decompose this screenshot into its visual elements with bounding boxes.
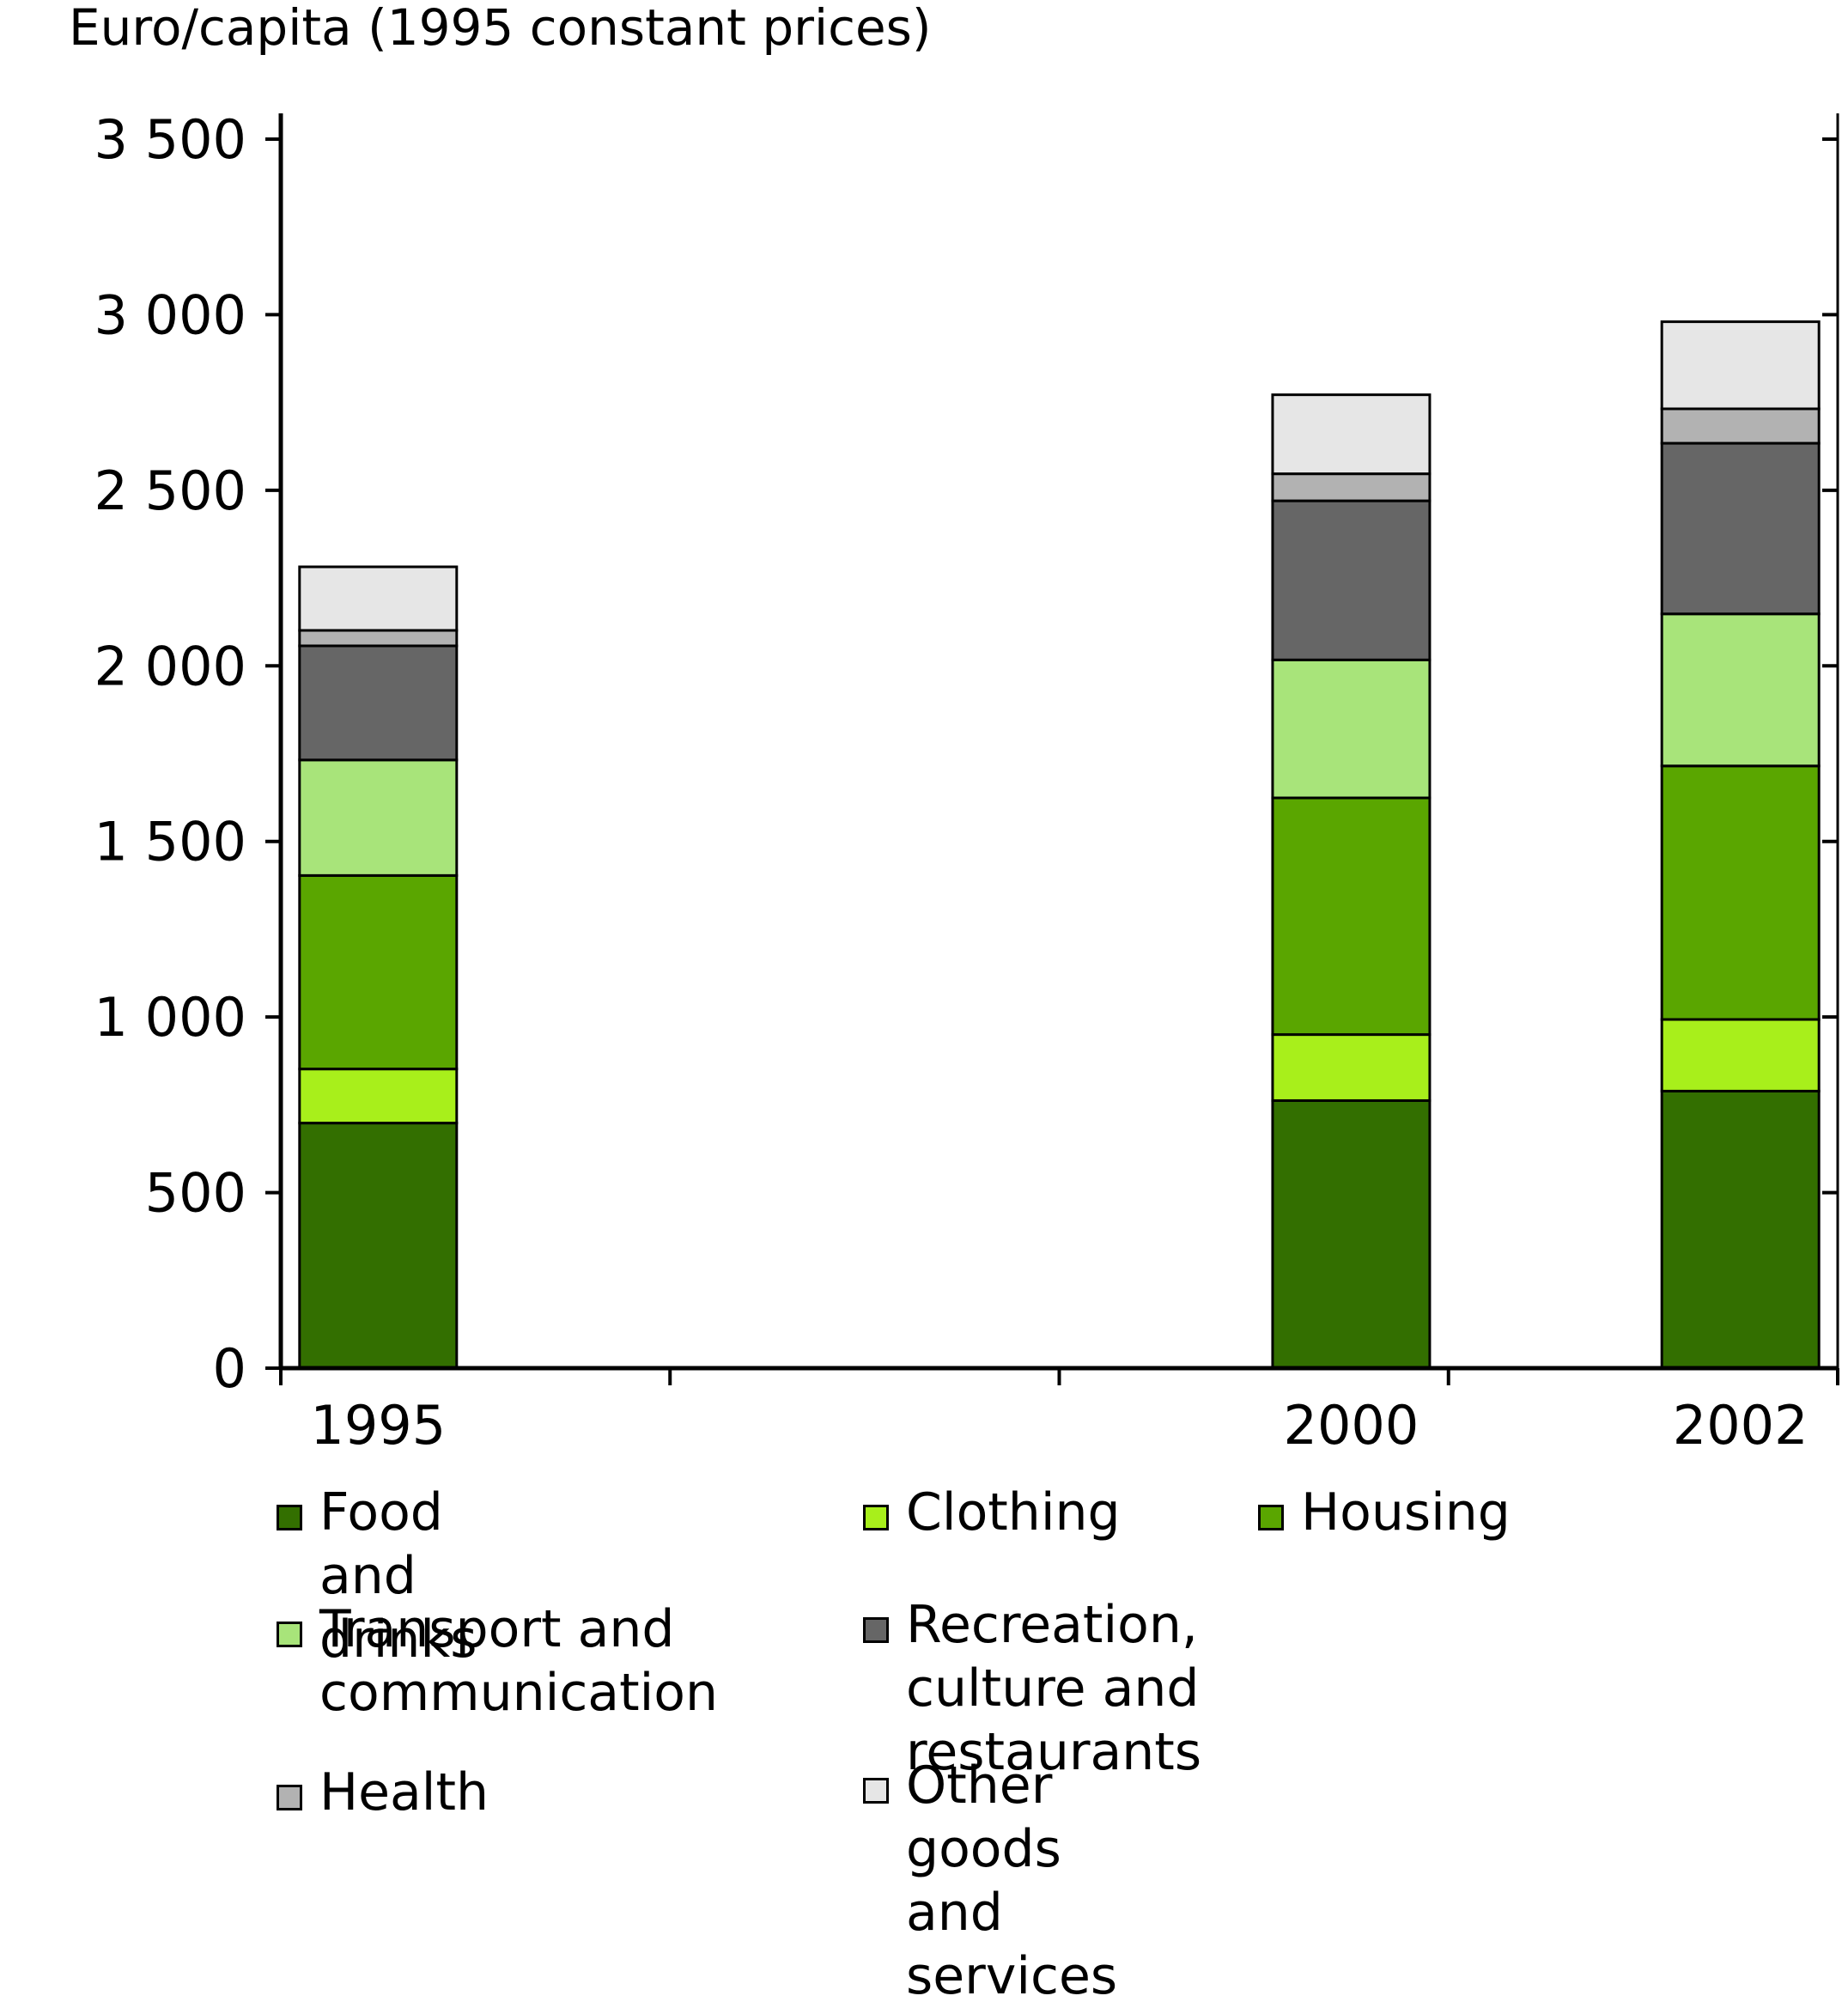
legend-label: Food and drinks [319,1482,477,1670]
x-ticks-group: 1995 2000 2002 [279,1368,1839,1457]
legend-swatch-recreation [863,1617,889,1643]
bar-segment-1995-recreation-culture-and-restaurants [298,644,459,762]
bars-group [298,320,1821,1370]
bar-segment-1995-food-and-drinks [298,1122,459,1370]
bar-segment-1995-health [298,629,459,648]
y-tick-label: 1 000 [94,986,247,1049]
bar-segment-1995-housing [298,873,459,1071]
x-tick-label: 1995 [310,1394,446,1457]
y-tick-label: 500 [145,1162,246,1225]
bar-segment-2002-housing [1660,764,1821,1021]
legend-swatch-other [863,1778,889,1804]
bar-segment-2000-recreation-culture-and-restaurants [1271,499,1432,661]
bar-segment-2002-health [1660,407,1821,445]
y-tick-label: 3 500 [94,108,247,171]
bar-segment-1995-transport-and-communication [298,758,459,877]
x-tick-label: 2000 [1284,1394,1419,1457]
legend-item-housing: Housing [1258,1481,1511,1544]
legend-item-other: Other goods and services [863,1754,1117,2008]
bar-segment-1995-clothing [298,1068,459,1125]
legend-label: Other goods and services [906,1755,1118,2006]
legend-label: Health [319,1762,489,1822]
y-tick-label: 1 500 [94,811,247,873]
legend-swatch-clothing [863,1505,889,1530]
y-tick-label: 2 000 [94,635,247,697]
bar-segment-2002-food-and-drinks [1660,1089,1821,1370]
bar-segment-2002-clothing [1660,1018,1821,1092]
bar-segment-2002-transport-and-communication [1660,612,1821,768]
legend-swatch-health [277,1785,302,1810]
legend-item-recreation: Recreation, culture and restaurants [863,1593,1201,1784]
y-ticks-group: 0 500 1 000 1 500 2 000 2 500 3 000 3 500 [94,108,1838,1400]
bar-segment-2000-housing [1271,796,1432,1037]
bar-segment-2000-clothing [1271,1033,1432,1102]
bar-segment-2002-other-goods-and-services [1660,320,1821,411]
legend-swatch-housing [1258,1505,1284,1530]
bar-segment-2002-recreation-culture-and-restaurants [1660,441,1821,616]
bar-segment-2000-transport-and-communication [1271,658,1432,800]
legend-item-food: Food and drinks [277,1481,477,1671]
legend-label: Clothing [906,1482,1121,1543]
legend-item-clothing: Clothing [863,1481,1121,1544]
bar-segment-1995-other-goods-and-services [298,565,459,632]
y-axis-title: Euro/capita (1995 constant prices) [69,0,932,57]
y-tick-label: 2 500 [94,459,247,522]
axes-group [278,113,1839,1371]
stacked-bar-chart: Euro/capita (1995 constant prices) 0 500 1… [69,0,1839,1457]
legend-swatch-transport [277,1622,302,1647]
bar-segment-2000-food-and-drinks [1271,1098,1432,1370]
x-tick-label: 2002 [1673,1394,1808,1457]
legend-item-health: Health [277,1761,489,1824]
legend-item-transport: Transport and communication [277,1597,718,1725]
legend-label: Housing [1301,1482,1511,1543]
y-tick-label: 3 000 [94,283,247,346]
bar-segment-2000-health [1271,472,1432,502]
bar-segment-2000-other-goods-and-services [1271,393,1432,476]
y-tick-label: 0 [213,1337,246,1400]
legend-label: Recreation, culture and restaurants [906,1595,1202,1782]
legend-swatch-food [277,1505,302,1530]
legend-label: Transport and communication [319,1599,719,1723]
